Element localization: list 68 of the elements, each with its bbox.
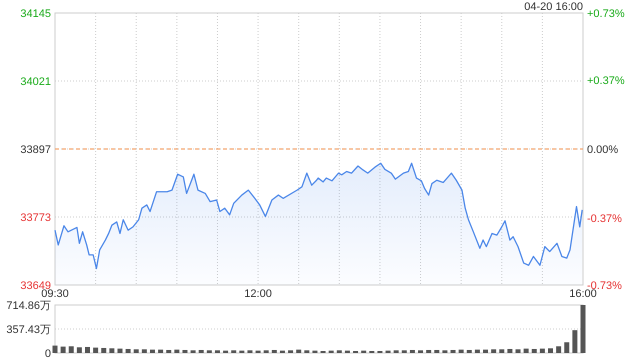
bar [190, 350, 196, 353]
bar [214, 350, 220, 353]
bar [166, 350, 172, 353]
bar [410, 350, 415, 353]
bar [532, 348, 537, 353]
bar [507, 348, 512, 353]
y-tick-label: 33773 [20, 212, 51, 224]
bar [402, 350, 407, 353]
bar [466, 350, 472, 353]
bar [483, 350, 488, 353]
y2-tick-label: +0.73% [587, 8, 625, 20]
y-tick-label: 714.86万 [6, 300, 51, 312]
bar [60, 346, 66, 353]
x-tick-label: 16:00 [569, 288, 597, 300]
bar [174, 350, 180, 353]
bar [93, 348, 98, 353]
bar [142, 349, 147, 353]
bar [264, 350, 269, 353]
bar [394, 350, 399, 353]
bar [68, 346, 74, 353]
y2-tick-label: +0.37% [587, 74, 625, 87]
bar [564, 342, 570, 353]
bar [304, 350, 310, 353]
x-tick-label: 12:00 [244, 288, 272, 300]
y2-tick-label: -0.37% [587, 212, 622, 225]
bar [101, 348, 106, 353]
bar [474, 350, 480, 353]
annotation: 04-20 16:00 [524, 1, 583, 13]
bar [499, 349, 504, 353]
bar [426, 350, 432, 353]
bar [247, 350, 252, 353]
y-tick-label: 34145 [20, 8, 51, 20]
y-tick-label: 0 [44, 348, 51, 360]
y2-tick-label: 0.00% [587, 144, 618, 156]
bar [442, 350, 448, 353]
bar [458, 350, 464, 353]
bar [556, 346, 562, 353]
bar [491, 349, 496, 353]
bar [150, 350, 155, 353]
bar [52, 346, 58, 353]
bar [580, 305, 586, 353]
bar [76, 347, 82, 353]
y-tick-label: 34021 [20, 76, 51, 88]
bar [524, 348, 529, 353]
bar [450, 350, 456, 353]
y-tick-label: 357.43万 [6, 324, 51, 336]
bar [84, 346, 90, 353]
bar [126, 348, 131, 353]
bar [418, 350, 424, 353]
bar [434, 350, 440, 353]
x-tick-label: 09:30 [41, 288, 69, 300]
bar [117, 348, 122, 353]
bar [198, 350, 204, 353]
bar [572, 330, 578, 353]
bar [134, 349, 139, 353]
bar [540, 348, 545, 353]
bar [231, 350, 236, 353]
bar [109, 348, 114, 353]
bar [158, 350, 164, 353]
bar [206, 350, 212, 353]
bar [296, 350, 302, 353]
bar [336, 350, 342, 353]
bar [272, 350, 277, 353]
bar [516, 349, 521, 353]
bar [182, 350, 188, 353]
y-tick-label: 33897 [20, 144, 51, 156]
bar [288, 350, 294, 353]
bar [548, 348, 554, 353]
